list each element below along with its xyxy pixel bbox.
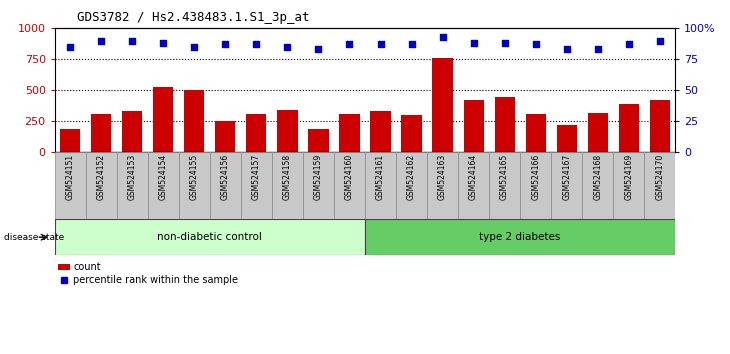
Point xyxy=(344,42,356,47)
Text: GSM524152: GSM524152 xyxy=(97,154,106,200)
Bar xyxy=(86,152,117,219)
Point xyxy=(312,46,324,52)
Text: GSM524162: GSM524162 xyxy=(407,154,416,200)
Bar xyxy=(464,100,484,152)
Text: GSM524165: GSM524165 xyxy=(500,154,509,200)
Bar xyxy=(179,152,210,219)
Text: GSM524156: GSM524156 xyxy=(221,154,230,200)
Bar xyxy=(117,152,147,219)
Text: GSM524158: GSM524158 xyxy=(283,154,292,200)
Point xyxy=(250,42,262,47)
Bar xyxy=(402,115,422,152)
Bar xyxy=(613,152,645,219)
Bar xyxy=(645,152,675,219)
Point xyxy=(561,46,572,52)
Bar xyxy=(147,152,179,219)
Point xyxy=(220,42,231,47)
Bar xyxy=(650,100,670,152)
Point xyxy=(530,42,542,47)
Bar xyxy=(55,152,86,219)
Bar xyxy=(58,264,70,270)
Bar xyxy=(427,152,458,219)
Bar xyxy=(370,111,391,152)
Bar xyxy=(55,219,365,255)
Bar xyxy=(458,152,489,219)
Bar xyxy=(334,152,365,219)
Bar xyxy=(489,152,520,219)
Point xyxy=(654,38,666,44)
Text: GSM524157: GSM524157 xyxy=(252,154,261,200)
Text: GSM524167: GSM524167 xyxy=(562,154,571,200)
Point xyxy=(592,46,604,52)
Text: type 2 diabetes: type 2 diabetes xyxy=(480,232,561,242)
Bar xyxy=(153,86,174,152)
Point xyxy=(158,40,169,46)
Bar xyxy=(339,114,360,152)
Text: GSM524166: GSM524166 xyxy=(531,154,540,200)
Point xyxy=(126,38,138,44)
Point xyxy=(437,34,448,40)
Bar xyxy=(246,114,266,152)
Point xyxy=(499,40,510,46)
Bar xyxy=(583,152,613,219)
Point xyxy=(282,44,293,50)
Bar xyxy=(308,129,328,152)
Text: count: count xyxy=(73,262,101,272)
Bar xyxy=(215,121,236,152)
Bar xyxy=(556,125,577,152)
Text: GSM524170: GSM524170 xyxy=(656,154,664,200)
Point xyxy=(406,42,418,47)
Text: GDS3782 / Hs2.438483.1.S1_3p_at: GDS3782 / Hs2.438483.1.S1_3p_at xyxy=(77,11,309,24)
Point xyxy=(374,42,386,47)
Bar xyxy=(272,152,303,219)
Text: disease state: disease state xyxy=(4,233,64,242)
Text: GSM524159: GSM524159 xyxy=(314,154,323,200)
Bar xyxy=(60,129,80,152)
Bar xyxy=(494,97,515,152)
Bar xyxy=(91,114,112,152)
Text: GSM524154: GSM524154 xyxy=(159,154,168,200)
Bar xyxy=(432,58,453,152)
Bar xyxy=(551,152,583,219)
Bar xyxy=(520,152,551,219)
Text: GSM524164: GSM524164 xyxy=(469,154,478,200)
Bar xyxy=(588,113,608,152)
Bar xyxy=(618,104,639,152)
Text: percentile rank within the sample: percentile rank within the sample xyxy=(73,275,238,285)
Point xyxy=(96,38,107,44)
Text: GSM524160: GSM524160 xyxy=(345,154,354,200)
Text: GSM524155: GSM524155 xyxy=(190,154,199,200)
Text: GSM524153: GSM524153 xyxy=(128,154,137,200)
Bar xyxy=(303,152,334,219)
Text: GSM524151: GSM524151 xyxy=(66,154,74,200)
Bar xyxy=(396,152,427,219)
Bar xyxy=(184,90,204,152)
Bar xyxy=(122,112,142,152)
Bar xyxy=(365,152,396,219)
Point xyxy=(623,42,634,47)
Bar xyxy=(365,219,675,255)
Text: GSM524168: GSM524168 xyxy=(593,154,602,200)
Bar xyxy=(210,152,241,219)
Text: GSM524169: GSM524169 xyxy=(624,154,633,200)
Bar xyxy=(526,114,546,152)
Text: GSM524163: GSM524163 xyxy=(438,154,447,200)
Point xyxy=(64,44,76,50)
Text: GSM524161: GSM524161 xyxy=(376,154,385,200)
Text: non-diabetic control: non-diabetic control xyxy=(158,232,262,242)
Point xyxy=(188,44,200,50)
Bar xyxy=(241,152,272,219)
Point xyxy=(468,40,480,46)
Bar xyxy=(277,110,298,152)
